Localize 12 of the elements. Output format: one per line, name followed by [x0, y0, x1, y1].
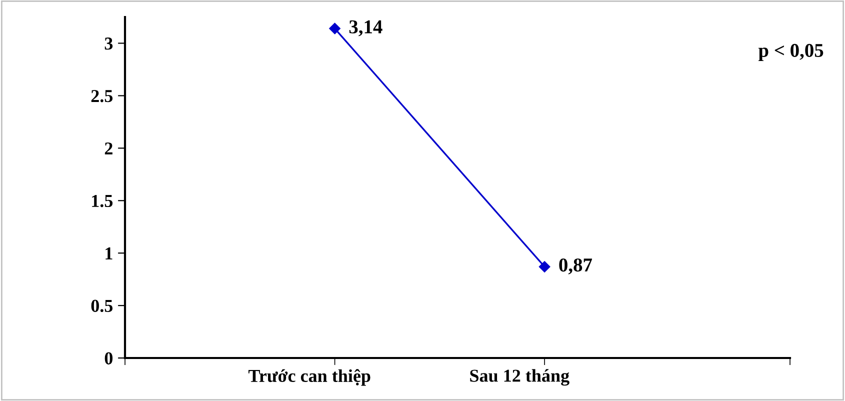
y-tick-label: 2.5: [91, 90, 113, 102]
x-tick-label: Sau 12 tháng: [470, 369, 570, 386]
y-tick-label: 1.5: [92, 194, 113, 208]
annotation: p < 0,05: [758, 44, 824, 61]
y-tick-label: 0: [104, 352, 113, 364]
data-label: 0,87: [559, 258, 592, 274]
y-tick-label: 1: [106, 247, 112, 260]
y-tick-label: 3: [104, 38, 113, 50]
y-tick-label: 0.5: [91, 300, 113, 312]
data-label: 3,14: [349, 20, 382, 36]
y-tick-label: 2: [104, 142, 112, 154]
x-tick-label: Trước can thiệp: [248, 369, 370, 386]
